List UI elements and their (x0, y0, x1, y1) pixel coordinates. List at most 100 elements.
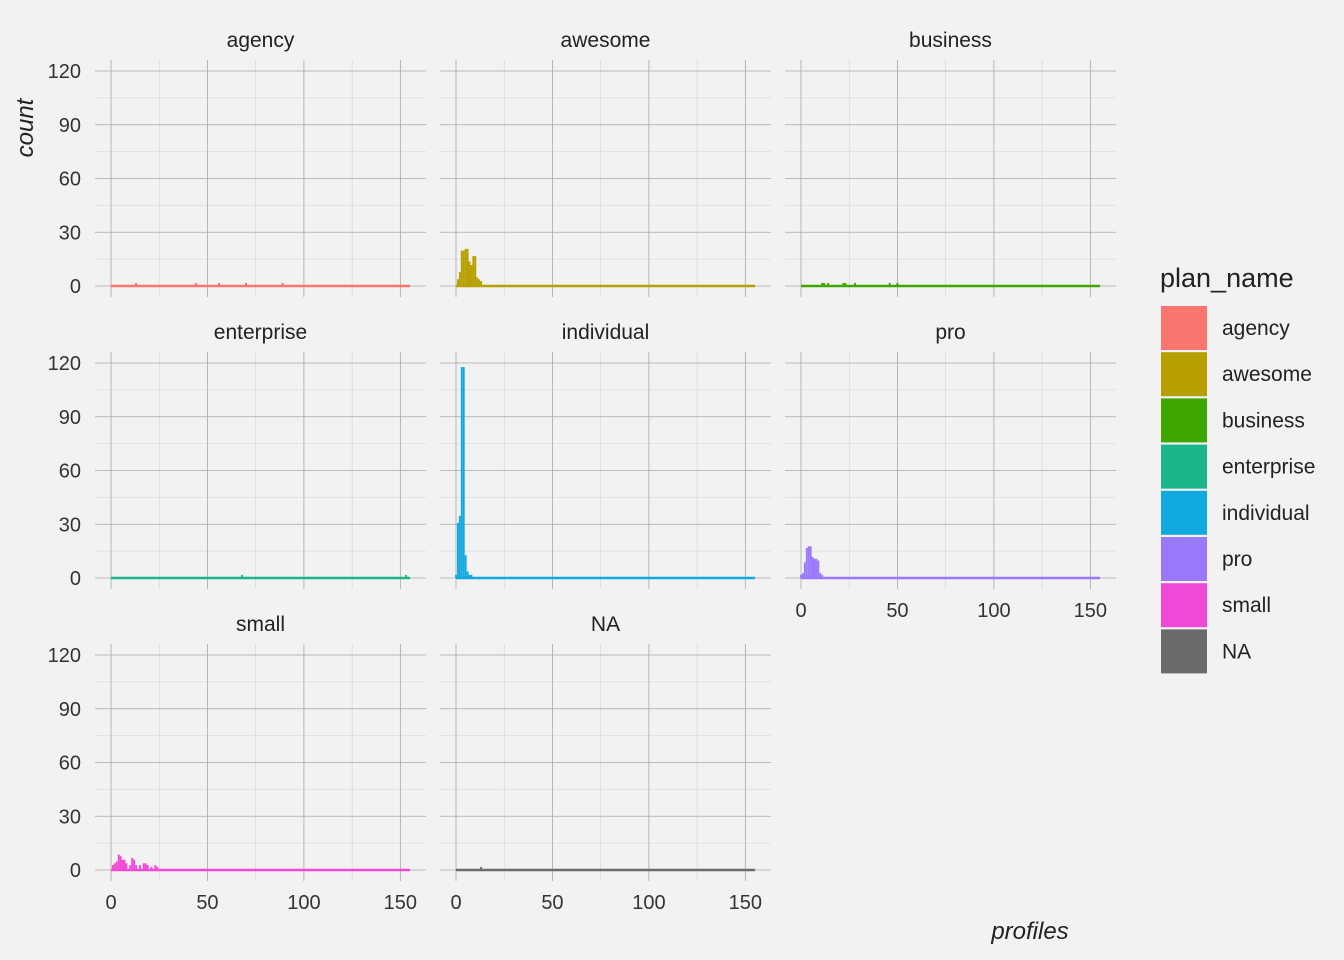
x-tick-label: 50 (886, 600, 908, 622)
y-tick-label: 30 (59, 222, 81, 244)
histogram-bar (815, 558, 818, 578)
y-tick-label: 0 (70, 860, 81, 882)
histogram-bar (474, 256, 477, 286)
legend-swatch (1161, 444, 1207, 489)
y-tick-label: 60 (59, 169, 81, 191)
histogram-bar (480, 866, 483, 870)
histogram-bar (456, 279, 459, 286)
y-tick-label: 90 (59, 115, 81, 137)
histogram-bar (113, 863, 116, 870)
histogram-bar (823, 282, 826, 286)
panel-awesome: awesome (440, 29, 771, 297)
panel-agency: agency 0 30 60 90 120 (48, 29, 426, 298)
histogram-bar (466, 248, 469, 286)
histogram-bar (121, 859, 124, 870)
y-tick-label: 30 (59, 806, 81, 828)
legend-label: agency (1222, 317, 1290, 340)
legend-label: business (1222, 409, 1305, 432)
x-axis-title: profiles (990, 918, 1068, 945)
facet-strip-label: individual (562, 321, 650, 344)
y-tick-label: 60 (59, 461, 81, 483)
histogram-bar (241, 574, 244, 578)
histogram-bar (464, 248, 467, 286)
histogram-bar (458, 515, 461, 578)
histogram-bar (468, 261, 471, 286)
histogram-bar (813, 558, 816, 578)
histogram-bar (854, 282, 856, 286)
x-tick-label: 100 (632, 892, 665, 914)
legend: plan_name agency awesome business enterpris… (1160, 263, 1315, 674)
histogram-bar (470, 264, 473, 286)
legend-swatch (1161, 583, 1207, 628)
histogram-bar (466, 571, 469, 578)
histogram-bar (844, 282, 847, 286)
histogram-bar (472, 256, 475, 286)
legend-label: awesome (1222, 363, 1312, 386)
legend-swatch (1161, 537, 1207, 581)
x-tick-label: 0 (450, 892, 461, 914)
legend-swatch (1161, 629, 1207, 674)
legend-label: individual (1222, 502, 1310, 525)
histogram-bar (464, 555, 467, 578)
histogram-bar (827, 282, 829, 286)
x-tick-label: 0 (105, 892, 116, 914)
histogram-bar (800, 574, 802, 578)
histogram-bar (123, 859, 126, 870)
panel-na: NA 0 50 100 150 (440, 613, 771, 914)
legend-title: plan_name (1160, 263, 1294, 293)
histogram-bar (821, 282, 824, 286)
panel-small: small 0 30 60 90 120 0 50 100 150 (48, 613, 426, 914)
x-tick-label: 100 (287, 892, 320, 914)
legend-item-individual: individual (1161, 490, 1310, 535)
histogram-bar (842, 282, 845, 286)
legend-item-small: small (1161, 583, 1271, 628)
histogram-bar (811, 556, 814, 578)
x-tick-label: 0 (795, 600, 806, 622)
histogram-bar (119, 856, 122, 870)
panel-business: business (785, 29, 1116, 297)
facet-strip-label: pro (935, 321, 965, 344)
histogram-bar (819, 573, 822, 578)
histogram-bar (809, 546, 812, 578)
histogram-bar (468, 574, 471, 578)
histogram-bar (135, 282, 138, 286)
panel-enterprise: enterprise 0 30 60 90 120 (48, 321, 426, 590)
histogram-bar (142, 863, 145, 870)
y-tick-label: 90 (59, 699, 81, 721)
legend-item-awesome: awesome (1161, 352, 1312, 397)
x-tick-label: 150 (1074, 600, 1107, 622)
histogram-bar (821, 574, 824, 578)
panel-pro: pro 0 50 100 150 (785, 321, 1116, 622)
legend-swatch (1161, 306, 1207, 350)
x-tick-label: 150 (384, 892, 417, 914)
facet-strip-label: NA (591, 613, 620, 636)
legend-item-agency: agency (1161, 306, 1290, 350)
histogram-bar (218, 282, 220, 286)
histogram-bar (807, 546, 810, 578)
y-tick-label: 30 (59, 514, 81, 536)
histogram-bar (194, 282, 197, 286)
legend-item-enterprise: enterprise (1161, 444, 1315, 489)
histogram-bar (115, 861, 118, 870)
histogram-bar (478, 279, 481, 286)
histogram-bar (135, 865, 138, 870)
histogram-bar (817, 560, 820, 578)
legend-item-pro: pro (1161, 537, 1252, 581)
legend-label: NA (1222, 640, 1251, 663)
histogram-bar (150, 866, 153, 870)
histogram-bar (801, 573, 804, 578)
histogram-bar (138, 865, 141, 870)
histogram-bar (111, 865, 114, 870)
histogram-bar (805, 548, 808, 578)
histogram-bar (154, 865, 157, 870)
x-tick-label: 150 (729, 892, 762, 914)
facet-panels: agency 0 30 60 90 120 awesome business enterpris… (48, 29, 1116, 914)
histogram-bar (896, 282, 899, 286)
histogram-bar (146, 865, 149, 870)
histogram-bar (245, 282, 247, 286)
histogram-bar (458, 272, 461, 286)
legend-swatch (1161, 490, 1207, 535)
legend-label: enterprise (1222, 456, 1315, 479)
histogram-bar (456, 522, 459, 578)
histogram-bar (133, 859, 136, 870)
